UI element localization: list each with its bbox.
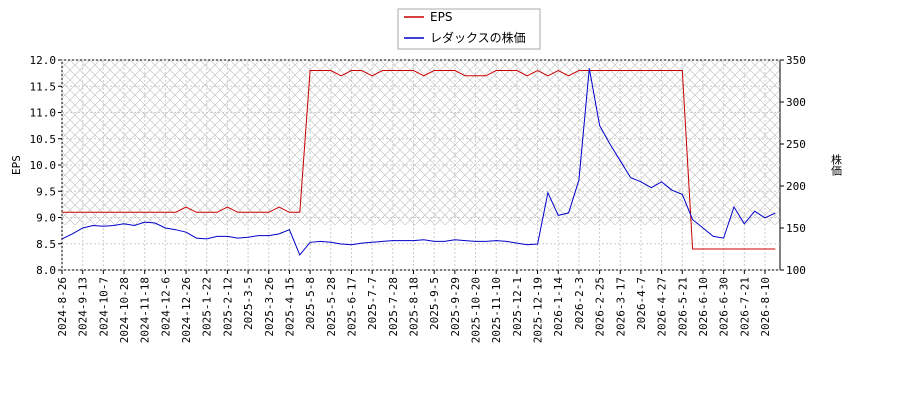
- x-tick-label: 2025-1-22: [201, 277, 214, 337]
- x-tick-label: 2025-2-12: [221, 277, 234, 337]
- y2-tick-label: 200: [786, 180, 806, 193]
- legend-label: EPS: [430, 10, 452, 24]
- x-tick-label: 2025-7-7: [366, 277, 379, 330]
- y-tick-label: 9.5: [36, 185, 56, 198]
- x-tick-label: 2025-3-5: [242, 277, 255, 330]
- y-tick-label: 8.0: [36, 264, 56, 277]
- y2-tick-label: 150: [786, 222, 806, 235]
- series-line: [61, 68, 776, 256]
- y-tick-label: 12.0: [30, 54, 57, 67]
- y-tick-label: 8.5: [36, 238, 56, 251]
- x-tick-label: 2025-12-1: [511, 277, 524, 337]
- y-tick-label: 9.0: [36, 212, 56, 225]
- x-tick-label: 2026-2-3: [573, 277, 586, 330]
- x-tick-label: 2026-6-30: [718, 277, 731, 337]
- x-tick-label: 2026-7-21: [738, 277, 751, 337]
- x-tick-label: 2026-5-21: [676, 277, 689, 337]
- series-line: [62, 69, 776, 250]
- x-tick-label: 2026-2-25: [594, 277, 607, 337]
- legend-label: レダックスの株価: [430, 30, 526, 45]
- x-tick-label: 2026-8-10: [759, 277, 772, 337]
- x-tick-label: 2025-5-8: [304, 277, 317, 330]
- y2-axis-label: 株価: [830, 153, 843, 176]
- y2-tick-label: 300: [786, 96, 806, 109]
- y2-tick-label: 100: [786, 264, 806, 277]
- x-tick-label: 2025-7-28: [387, 277, 400, 337]
- x-tick-label: 2025-4-15: [283, 277, 296, 337]
- x-tick-label: 2024-12-6: [159, 277, 172, 337]
- x-tick-label: 2025-3-26: [263, 277, 276, 337]
- y2-tick-label: 250: [786, 138, 806, 151]
- x-tick-label: 2024-10-28: [118, 277, 131, 343]
- x-tick-label: 2025-11-10: [490, 277, 503, 343]
- y-tick-label: 10.5: [30, 133, 57, 146]
- y-tick-label: 11.5: [30, 80, 57, 93]
- legend: [397, 8, 541, 50]
- x-tick-label: 2026-3-17: [614, 277, 627, 337]
- x-tick-label: 2024-9-13: [77, 277, 90, 337]
- x-tick-label: 2025-6-17: [345, 277, 358, 337]
- x-tick-label: 2026-6-10: [697, 277, 710, 337]
- legend-box: [397, 8, 541, 50]
- y-tick-label: 10.0: [30, 159, 57, 172]
- x-tick-label: 2024-11-18: [139, 277, 152, 343]
- hatched-area: [62, 60, 780, 225]
- x-tick-label: 2025-10-20: [470, 277, 483, 343]
- x-tick-label: 2025-9-5: [428, 277, 441, 330]
- x-tick-label: 2026-4-7: [635, 277, 648, 330]
- x-tick-label: 2026-1-14: [552, 277, 565, 337]
- x-tick-label: 2025-12-19: [532, 277, 545, 343]
- x-tick-label: 2024-12-26: [180, 277, 193, 343]
- x-tick-label: 2025-8-18: [408, 277, 421, 337]
- x-tick-label: 2025-9-29: [449, 277, 462, 337]
- x-tick-label: 2024-8-26: [56, 277, 69, 337]
- y2-tick-label: 350: [786, 54, 806, 67]
- x-tick-label: 2026-4-27: [656, 277, 669, 337]
- y-axis-label: EPS: [10, 155, 23, 175]
- x-tick-label: 2024-10-7: [97, 277, 110, 337]
- y-tick-label: 11.0: [30, 107, 57, 120]
- x-tick-label: 2025-5-28: [325, 277, 338, 337]
